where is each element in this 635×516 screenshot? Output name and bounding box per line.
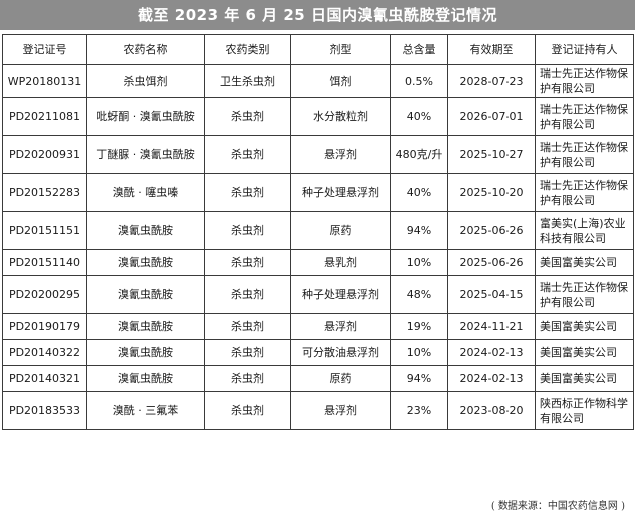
cell-formulation: 种子处理悬浮剂: [290, 275, 391, 314]
cell-valid-until: 2024-02-13: [447, 339, 536, 366]
cell-pesticide-category: 杀虫剂: [204, 313, 291, 340]
cell-registrant: 富美实(上海)农业科技有限公司: [535, 211, 634, 250]
cell-total-content: 94%: [390, 211, 448, 250]
cell-registration-no: PD20151151: [2, 211, 87, 250]
cell-valid-until: 2024-02-13: [447, 365, 536, 392]
cell-total-content: 19%: [390, 313, 448, 340]
cell-valid-until: 2025-10-20: [447, 173, 536, 212]
header-total-content: 总含量: [390, 34, 448, 65]
cell-pesticide-category: 杀虫剂: [204, 365, 291, 392]
table-row: PD20190179 溴氰虫酰胺 杀虫剂 悬浮剂 19% 2024-11-21 美国富美实公…: [2, 313, 634, 340]
cell-valid-until: 2025-06-26: [447, 249, 536, 276]
cell-registration-no: PD20200295: [2, 275, 87, 314]
table-row: PD20151140 溴氰虫酰胺 杀虫剂 悬乳剂 10% 2025-06-26 美国富美实公…: [2, 249, 634, 276]
cell-registration-no: PD20190179: [2, 313, 87, 340]
cell-registration-no: PD20151140: [2, 249, 87, 276]
cell-pesticide-name: 溴氰虫酰胺: [86, 365, 205, 392]
header-formulation: 剂型: [290, 34, 391, 65]
cell-registrant: 瑞士先正达作物保护有限公司: [535, 173, 634, 212]
cell-registration-no: PD20140322: [2, 339, 87, 366]
cell-total-content: 0.5%: [390, 64, 448, 98]
cell-pesticide-name: 溴氰虫酰胺: [86, 275, 205, 314]
cell-registrant: 美国富美实公司: [535, 313, 634, 340]
cell-registration-no: PD20183533: [2, 391, 87, 430]
cell-total-content: 94%: [390, 365, 448, 392]
cell-pesticide-category: 杀虫剂: [204, 211, 291, 250]
cell-pesticide-category: 杀虫剂: [204, 135, 291, 174]
table-row: PD20183533 溴酰 · 三氟苯 杀虫剂 悬浮剂 23% 2023-08-20 陕西标…: [2, 391, 634, 430]
cell-pesticide-category: 杀虫剂: [204, 173, 291, 212]
cell-total-content: 10%: [390, 249, 448, 276]
cell-registrant: 陕西标正作物科学有限公司: [535, 391, 634, 430]
cell-total-content: 23%: [390, 391, 448, 430]
cell-registrant: 美国富美实公司: [535, 249, 634, 276]
cell-total-content: 480克/升: [390, 135, 448, 174]
header-registration-no: 登记证号: [2, 34, 87, 65]
cell-valid-until: 2025-06-26: [447, 211, 536, 250]
table-row: PD20140322 溴氰虫酰胺 杀虫剂 可分散油悬浮剂 10% 2024-02-13 美国…: [2, 339, 634, 366]
cell-formulation: 可分散油悬浮剂: [290, 339, 391, 366]
page-title: 截至 2023 年 6 月 25 日国内溴氰虫酰胺登记情况: [0, 0, 635, 30]
cell-registration-no: PD20152283: [2, 173, 87, 212]
cell-registrant: 美国富美实公司: [535, 339, 634, 366]
cell-total-content: 40%: [390, 173, 448, 212]
cell-total-content: 48%: [390, 275, 448, 314]
cell-registrant: 瑞士先正达作物保护有限公司: [535, 275, 634, 314]
cell-registrant: 瑞士先正达作物保护有限公司: [535, 135, 634, 174]
cell-pesticide-category: 杀虫剂: [204, 249, 291, 276]
data-source-note: ( 数据来源：中国农药信息网 ): [490, 501, 625, 512]
cell-pesticide-name: 溴氰虫酰胺: [86, 211, 205, 250]
cell-valid-until: 2023-08-20: [447, 391, 536, 430]
cell-valid-until: 2024-11-21: [447, 313, 536, 340]
cell-pesticide-category: 杀虫剂: [204, 339, 291, 366]
cell-pesticide-category: 杀虫剂: [204, 97, 291, 136]
cell-registration-no: WP20180131: [2, 64, 87, 98]
cell-formulation: 原药: [290, 365, 391, 392]
header-pesticide-name: 农药名称: [86, 34, 205, 65]
cell-total-content: 40%: [390, 97, 448, 136]
cell-pesticide-name: 杀虫饵剂: [86, 64, 205, 98]
table-row: PD20152283 溴酰 · 噻虫嗪 杀虫剂 种子处理悬浮剂 40% 2025-10-2…: [2, 173, 634, 212]
cell-pesticide-name: 溴氰虫酰胺: [86, 249, 205, 276]
cell-pesticide-category: 卫生杀虫剂: [204, 64, 291, 98]
cell-valid-until: 2025-04-15: [447, 275, 536, 314]
cell-pesticide-name: 溴酰 · 三氟苯: [86, 391, 205, 430]
cell-pesticide-name: 溴氰虫酰胺: [86, 313, 205, 340]
cell-pesticide-category: 杀虫剂: [204, 275, 291, 314]
cell-pesticide-category: 杀虫剂: [204, 391, 291, 430]
cell-pesticide-name: 丁醚脲 · 溴氰虫酰胺: [86, 135, 205, 174]
cell-registrant: 瑞士先正达作物保护有限公司: [535, 64, 634, 98]
header-pesticide-category: 农药类别: [204, 34, 291, 65]
registration-table: 登记证号 农药名称 农药类别 剂型 总含量 有效期至 登记证持有人 WP2018…: [2, 34, 634, 430]
header-valid-until: 有效期至: [447, 34, 536, 65]
cell-pesticide-name: 吡蚜酮 · 溴氰虫酰胺: [86, 97, 205, 136]
cell-formulation: 水分散粒剂: [290, 97, 391, 136]
table-row: PD20140321 溴氰虫酰胺 杀虫剂 原药 94% 2024-02-13 美国富美实公司: [2, 365, 634, 392]
cell-total-content: 10%: [390, 339, 448, 366]
cell-formulation: 悬浮剂: [290, 313, 391, 340]
cell-formulation: 悬浮剂: [290, 135, 391, 174]
header-registrant: 登记证持有人: [535, 34, 634, 65]
cell-valid-until: 2025-10-27: [447, 135, 536, 174]
cell-formulation: 原药: [290, 211, 391, 250]
table-row: WP20180131 杀虫饵剂 卫生杀虫剂 饵剂 0.5% 2028-07-23 瑞士先正达…: [2, 64, 634, 98]
table-header-row: 登记证号 农药名称 农药类别 剂型 总含量 有效期至 登记证持有人: [2, 34, 634, 65]
cell-formulation: 悬浮剂: [290, 391, 391, 430]
cell-formulation: 饵剂: [290, 64, 391, 98]
cell-registration-no: PD20140321: [2, 365, 87, 392]
cell-valid-until: 2026-07-01: [447, 97, 536, 136]
cell-registrant: 美国富美实公司: [535, 365, 634, 392]
cell-registration-no: PD20211081: [2, 97, 87, 136]
cell-registration-no: PD20200931: [2, 135, 87, 174]
cell-valid-until: 2028-07-23: [447, 64, 536, 98]
cell-pesticide-name: 溴氰虫酰胺: [86, 339, 205, 366]
cell-formulation: 悬乳剂: [290, 249, 391, 276]
cell-pesticide-name: 溴酰 · 噻虫嗪: [86, 173, 205, 212]
cell-formulation: 种子处理悬浮剂: [290, 173, 391, 212]
table-row: PD20200295 溴氰虫酰胺 杀虫剂 种子处理悬浮剂 48% 2025-04-15 瑞士…: [2, 275, 634, 314]
table-row: PD20200931 丁醚脲 · 溴氰虫酰胺 杀虫剂 悬浮剂 480克/升 2025-10…: [2, 135, 634, 174]
table-row: PD20211081 吡蚜酮 · 溴氰虫酰胺 杀虫剂 水分散粒剂 40% 2026-07-…: [2, 97, 634, 136]
cell-registrant: 瑞士先正达作物保护有限公司: [535, 97, 634, 136]
table-row: PD20151151 溴氰虫酰胺 杀虫剂 原药 94% 2025-06-26 富美实(上海)…: [2, 211, 634, 250]
